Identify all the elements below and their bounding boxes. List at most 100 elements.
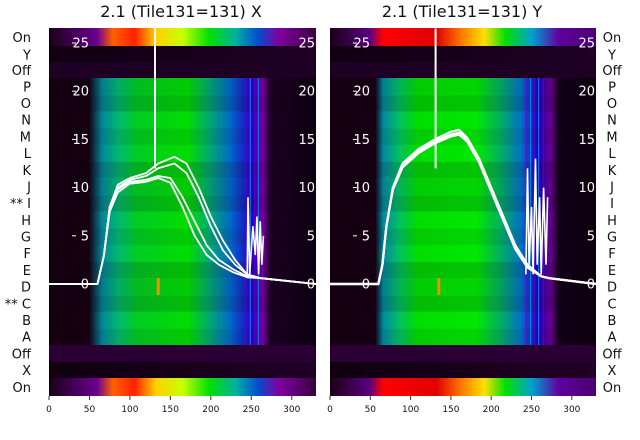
row-label: On (603, 31, 621, 46)
heatmap-row-body (49, 211, 316, 229)
heatmap-stripe (245, 78, 247, 345)
row-label: ** C (5, 297, 31, 312)
y-tick-label: 25 (298, 37, 315, 52)
row-label: N (21, 114, 31, 129)
heatmap-row-on-top (330, 28, 596, 46)
row-label: F (608, 247, 615, 262)
heatmap-panel-y: 2.1 (Tile131=131) Y 0 0 5 5 10 10 15 15 20 20 25 25… (327, 2, 622, 415)
row-label: ** I (10, 197, 31, 212)
row-label: B (22, 314, 31, 329)
x-tick-label: 0 (46, 405, 52, 415)
heatmap-image (330, 28, 596, 396)
series-line (330, 133, 597, 286)
x-tick-label: 300 (563, 405, 580, 415)
row-label: M (606, 130, 617, 145)
y-tick-labels: 0 0 5 5 10 10 15 15 20 20 25 25 (353, 37, 595, 293)
series-lines (49, 28, 317, 285)
row-label: Y (22, 49, 31, 64)
heatmap-row-body (330, 311, 596, 329)
heatmap-row-body (330, 144, 596, 162)
heatmap-row-on-bottom (49, 378, 316, 396)
heatmap-row-body (330, 194, 596, 212)
x-tick-label: 100 (121, 405, 138, 415)
heatmap-row-body (49, 228, 316, 246)
chart-title: 2.1 (Tile131=131) Y (382, 2, 543, 21)
row-label: E (23, 264, 31, 279)
x-tick-label: 300 (283, 405, 300, 415)
y-tick-label: 20 (72, 85, 89, 100)
series-line (49, 177, 317, 285)
heatmap-row-off-top (49, 62, 316, 78)
y-tick-label: 25 (578, 37, 595, 52)
heatmap-row-body (330, 328, 596, 346)
y-tick-label: 20 (578, 85, 595, 100)
heatmap-row-body (49, 178, 316, 196)
row-label: X (608, 364, 617, 379)
y-tick-label: 5 (307, 229, 315, 244)
row-label: P (608, 80, 616, 95)
heatmap-row-body (49, 311, 316, 329)
heatmap-row-body (330, 294, 596, 313)
heatmap-row-y (330, 47, 596, 62)
y-tick-label: 0 (81, 278, 89, 293)
heatmap-row-body (330, 94, 596, 112)
noise-line (246, 197, 265, 277)
x-tick-labels: 0 50 100 150 200 250 300 (46, 396, 301, 415)
heatmap-row-off-bottom (330, 345, 596, 362)
heatmap-row-body (330, 78, 596, 96)
heatmap-row-x (49, 362, 316, 378)
heatmap-stripe (262, 78, 264, 345)
y-tick-label: 0 (587, 278, 595, 293)
y-tick-label: 0 (362, 278, 370, 293)
row-label: On (13, 31, 31, 46)
heatmap-row-body (330, 261, 596, 279)
row-label: O (21, 97, 31, 112)
y-tick-label: 20 (353, 85, 370, 100)
heatmap-row-body (49, 244, 316, 263)
heatmap-row-body (49, 144, 316, 162)
x-tick-label: 150 (442, 405, 459, 415)
row-label: C (607, 297, 616, 312)
row-label: E (608, 264, 616, 279)
y-tick-label: 10 (578, 181, 595, 196)
noise-line (525, 158, 549, 275)
heatmap-row-off-bottom (49, 345, 316, 362)
heatmap-row-x (330, 362, 596, 378)
row-label: X (22, 364, 31, 379)
y-tick-label: 10 (298, 181, 315, 196)
heatmap-stripe (253, 78, 255, 345)
row-label: G (21, 231, 31, 246)
row-label: Off (12, 64, 32, 79)
row-label: B (608, 314, 617, 329)
x-tick-label: 200 (202, 405, 219, 415)
y-tick-label: 5 (81, 229, 89, 244)
row-label: F (24, 247, 31, 262)
row-label: Y (607, 49, 616, 64)
row-label: K (22, 164, 31, 179)
heatmap-image (49, 28, 316, 396)
heatmap-row-body (49, 294, 316, 313)
y-tick-labels: 0 0 5 5 10 10 15 15 20 20 25 25 (72, 37, 315, 293)
y-tick-label: 10 (72, 181, 89, 196)
y-tick-label: 20 (298, 85, 315, 100)
row-label: N (607, 114, 617, 129)
row-label: A (608, 331, 617, 346)
y-tick-label: 5 (587, 229, 595, 244)
x-tick-label: 50 (84, 405, 96, 415)
y-tick-label: 15 (298, 133, 315, 148)
row-label: J (609, 180, 614, 195)
row-label: On (13, 381, 31, 396)
row-label: H (21, 214, 31, 229)
heatmap-row-body (330, 111, 596, 129)
series-lines (330, 28, 597, 286)
y-tick-label: 15 (72, 133, 89, 148)
x-tick-label: 150 (162, 405, 179, 415)
x-tick-label: 100 (402, 405, 419, 415)
row-label: I (610, 197, 614, 212)
heatmap-row-y (49, 47, 316, 62)
y-tick-label: 10 (353, 181, 370, 196)
marker (156, 278, 160, 295)
heatmap-row-body (330, 211, 596, 229)
